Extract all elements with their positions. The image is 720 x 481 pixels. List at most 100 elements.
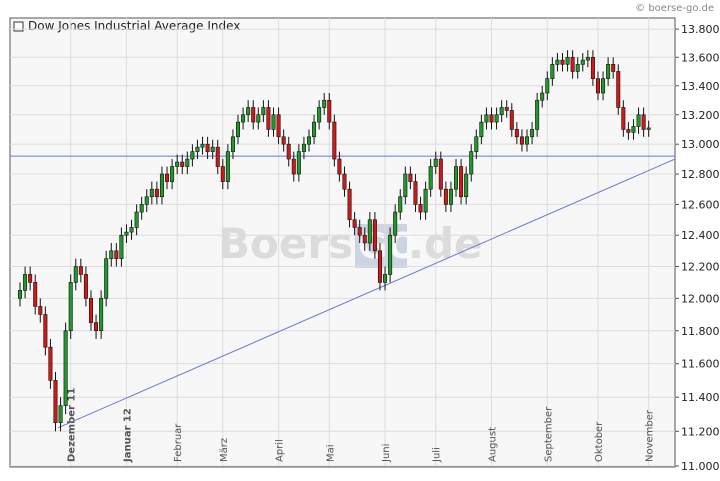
candle-body xyxy=(210,146,215,152)
y-tick-label: 12.800 xyxy=(681,168,720,181)
candle-body xyxy=(535,99,540,130)
candle-body xyxy=(241,114,246,123)
x-tick-label: August xyxy=(488,427,499,462)
candle-body xyxy=(205,143,210,152)
candle-body xyxy=(291,158,296,175)
candle-body xyxy=(266,107,271,130)
legend-swatch xyxy=(13,21,24,32)
candle-body xyxy=(448,188,453,205)
candle-body xyxy=(631,126,636,133)
candle-body xyxy=(220,166,225,182)
watermark-text: .de xyxy=(408,219,483,268)
y-tick-label: 11.800 xyxy=(681,325,720,338)
y-tick-label: 12.000 xyxy=(681,292,720,305)
y-tick-label: 13.200 xyxy=(681,109,720,122)
candle-body xyxy=(575,64,580,72)
candle-body xyxy=(322,99,327,108)
candle-body xyxy=(489,114,494,123)
y-tick-label: 13.000 xyxy=(681,138,720,151)
candle-body xyxy=(601,78,606,94)
chart-title: Dow Jones Industrial Average Index xyxy=(28,19,240,33)
candle-body xyxy=(590,56,595,79)
candle-body xyxy=(464,173,469,198)
candle-body xyxy=(180,161,185,167)
candle-body xyxy=(519,136,524,145)
candle-body xyxy=(170,166,175,182)
candle-body xyxy=(540,92,545,101)
candle-body xyxy=(23,274,28,291)
candle-body xyxy=(580,59,585,65)
x-tick-label: September xyxy=(543,406,554,462)
candle-body xyxy=(261,107,266,116)
candle-body xyxy=(332,121,337,160)
copyright: © boerse-go.de xyxy=(635,3,714,14)
candle-body xyxy=(377,250,382,283)
candle-body xyxy=(104,258,109,299)
candle-body xyxy=(560,59,565,65)
candle-body xyxy=(99,298,104,332)
candle-body xyxy=(312,121,317,138)
candle-body xyxy=(296,151,301,175)
watermark: Boerse GO .de xyxy=(218,219,483,268)
y-tick-label: 12.200 xyxy=(681,261,720,274)
candle-body xyxy=(251,107,256,123)
candle-body xyxy=(215,146,220,167)
candle-body xyxy=(565,56,570,65)
candle-body xyxy=(256,114,261,123)
candle-body xyxy=(94,322,99,332)
candle-body xyxy=(362,234,367,244)
candle-body xyxy=(413,181,418,205)
candle-body xyxy=(428,166,433,190)
candle-body xyxy=(459,166,464,198)
candle-body xyxy=(190,151,195,160)
candle-body xyxy=(403,173,408,198)
x-tick-label: Januar 12 xyxy=(122,408,133,463)
candle-body xyxy=(641,114,646,130)
candle-body xyxy=(570,56,575,72)
candle-body xyxy=(53,380,58,424)
candle-body xyxy=(225,151,230,182)
x-tick-label: Dezember 11 xyxy=(67,388,78,462)
y-tick-label: 11.400 xyxy=(681,391,720,404)
candle-body xyxy=(276,114,281,138)
y-tick-label: 12.600 xyxy=(681,198,720,211)
candle-body xyxy=(423,188,428,213)
candle-body xyxy=(38,306,43,315)
candle-body xyxy=(398,196,403,213)
candle-body xyxy=(48,346,53,381)
candle-body xyxy=(636,114,641,127)
candle-body xyxy=(388,234,393,275)
candle-body xyxy=(616,71,621,108)
candle-body xyxy=(595,78,600,94)
candle-body xyxy=(530,129,535,138)
candle-body xyxy=(68,282,73,332)
x-tick-label: Februar xyxy=(173,423,184,462)
candle-body xyxy=(129,227,134,233)
candle-body xyxy=(317,107,322,123)
candle-body xyxy=(504,107,509,111)
y-tick-label: 11.000 xyxy=(681,460,720,473)
y-tick-label: 11.600 xyxy=(681,358,720,371)
candle-body xyxy=(159,173,164,198)
candle-body xyxy=(585,56,590,61)
candle-body xyxy=(286,143,291,160)
candle-body xyxy=(63,330,68,406)
candle-body xyxy=(139,204,144,213)
candle-body xyxy=(514,129,519,138)
candle-body xyxy=(418,204,423,213)
candle-body xyxy=(606,64,611,79)
candle-body xyxy=(474,136,479,152)
candle-body xyxy=(73,266,78,283)
candle-body xyxy=(83,274,88,299)
candle-body xyxy=(372,219,377,252)
y-tick-label: 11.200 xyxy=(681,425,720,438)
candle-body xyxy=(154,188,159,198)
candle-body xyxy=(200,143,205,148)
candle-body xyxy=(337,158,342,175)
candle-body xyxy=(281,136,286,145)
x-tick-label: Mai xyxy=(325,444,336,462)
candle-body xyxy=(271,114,276,130)
y-tick-label: 13.600 xyxy=(681,51,720,64)
x-tick-label: Juni xyxy=(381,444,392,463)
x-tick-label: Juli xyxy=(432,447,443,463)
